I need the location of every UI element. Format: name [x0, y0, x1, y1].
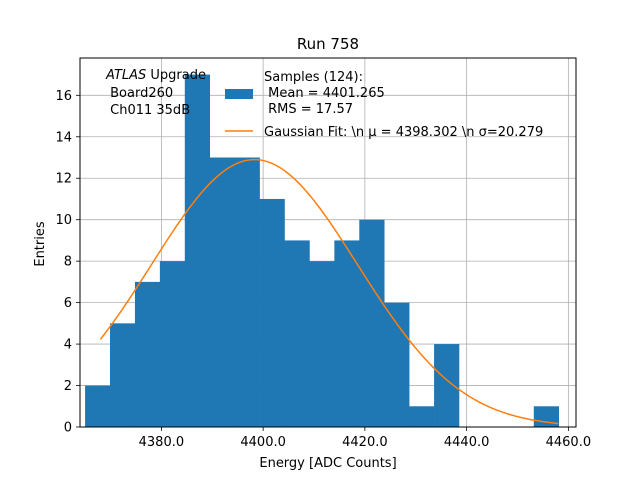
x-tick-label: 4420.0: [342, 435, 388, 450]
y-tick-label: 10: [55, 213, 72, 228]
annotation-channel: Ch011 35dB: [106, 103, 190, 118]
legend-samples-swatch: [225, 89, 253, 99]
gaussian-fit-line: [99, 158, 559, 425]
x-tick-label: 4460.0: [546, 435, 592, 450]
y-tick-label: 16: [55, 89, 72, 104]
histogram-bar: [434, 344, 460, 427]
annotation-line1: ATLAS Upgrade: [105, 68, 206, 83]
legend-fit-label: Gaussian Fit: \n μ = 4398.302 \n σ=20.27…: [264, 125, 543, 140]
histogram-bar: [284, 240, 310, 427]
histogram-bar: [184, 74, 211, 428]
x-tick-label: 4440.0: [444, 435, 490, 450]
histogram-bar: [334, 240, 360, 427]
x-tick-label: 4400.0: [240, 435, 286, 450]
legend-samples-rms: RMS = 17.57: [264, 102, 353, 117]
histogram-bar: [309, 261, 335, 427]
y-tick-label: 0: [64, 421, 72, 436]
plot-frame: [79, 57, 577, 428]
y-tick-label: 2: [64, 379, 72, 394]
x-axis-label: Energy [ADC Counts]: [259, 456, 396, 471]
x-ticks: 4380.0 4400.0 4420.0 4440.0 4460.0: [139, 427, 591, 450]
histogram-bar: [159, 261, 186, 427]
histogram-bar: [259, 198, 285, 427]
gaussian-fit-curve: [99, 158, 559, 425]
histogram-bar: [384, 302, 410, 427]
histogram-bars: [85, 74, 560, 428]
annotation-atlas: ATLAS: [105, 68, 146, 83]
y-axis-label: Entries: [33, 221, 48, 267]
histogram-bar: [134, 281, 161, 427]
histogram-bar: [85, 385, 111, 427]
y-tick-label: 8: [64, 255, 72, 270]
atlas-annotation: ATLAS Upgrade Board260 Ch011 35dB: [105, 68, 206, 118]
histogram-bar: [359, 219, 385, 427]
y-tick-label: 12: [55, 172, 72, 187]
histogram-bar: [234, 157, 260, 427]
annotation-board: Board260: [106, 86, 173, 101]
legend: Samples (124): Mean = 4401.265 RMS = 17.…: [225, 70, 543, 140]
y-ticks: 0 2 4 6 8 10 12 14 16: [55, 89, 80, 436]
legend-samples-title: Samples (124):: [264, 70, 363, 85]
histogram-bar: [110, 323, 136, 427]
y-tick-label: 4: [64, 338, 72, 353]
y-tick-label: 6: [64, 296, 72, 311]
annotation-upgrade: Upgrade: [146, 68, 206, 83]
x-tick-label: 4380.0: [139, 435, 185, 450]
histogram-bar: [209, 157, 235, 427]
chart-title: Run 758: [297, 35, 359, 53]
histogram-bar: [409, 406, 435, 427]
y-tick-label: 14: [55, 130, 72, 145]
legend-samples-mean: Mean = 4401.265: [264, 86, 385, 101]
